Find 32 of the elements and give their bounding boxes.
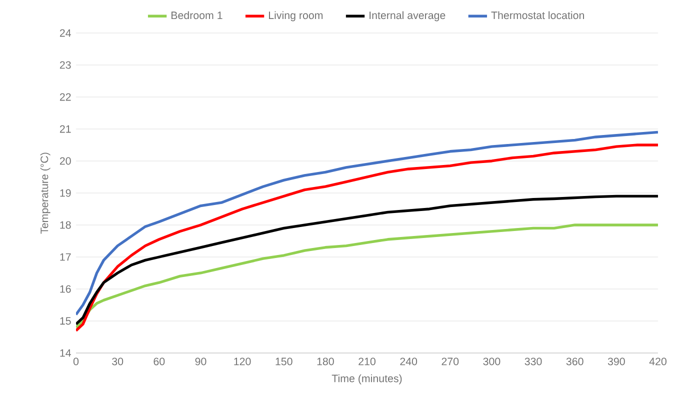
x-tick-label: 120 <box>234 358 251 366</box>
y-tick-label: 23 <box>60 61 71 69</box>
x-tick-label: 60 <box>154 358 165 366</box>
x-tick-label: 30 <box>112 358 124 366</box>
legend-label: Internal average <box>370 11 446 22</box>
x-axis-title: Time (minutes) <box>332 374 402 384</box>
y-tick-label: 21 <box>60 125 71 133</box>
y-tick-label: 15 <box>60 317 71 325</box>
legend-label: Bedroom 1 <box>172 11 222 20</box>
x-tick-label: 210 <box>358 358 376 366</box>
x-tick-label: 420 <box>649 358 666 366</box>
y-tick-label: 17 <box>60 253 71 261</box>
y-tick-label: 24 <box>60 29 71 37</box>
y-tick-label: 16 <box>60 285 71 293</box>
y-tick-label: 20 <box>60 157 71 165</box>
x-tick-label: 270 <box>442 358 459 366</box>
x-tick-label: 150 <box>276 358 292 366</box>
y-tick-label: 19 <box>60 189 71 197</box>
x-tick-label: 0 <box>73 358 79 366</box>
x-tick-label: 240 <box>400 358 418 366</box>
x-tick-label: 180 <box>317 358 334 366</box>
y-tick-label: 18 <box>60 221 71 229</box>
legend-label: Living room <box>269 11 323 22</box>
x-tick-label: 90 <box>195 358 206 366</box>
x-tick-label: 360 <box>566 358 584 366</box>
x-tick-label: 330 <box>524 358 542 366</box>
y-axis-title: Temperature (°C) <box>40 152 50 234</box>
legend-label: Thermostat location <box>491 11 584 20</box>
y-tick-label: 22 <box>60 93 71 101</box>
x-tick-label: 300 <box>483 358 500 366</box>
y-tick-label: 14 <box>60 349 71 357</box>
x-tick-label: 390 <box>608 358 625 366</box>
